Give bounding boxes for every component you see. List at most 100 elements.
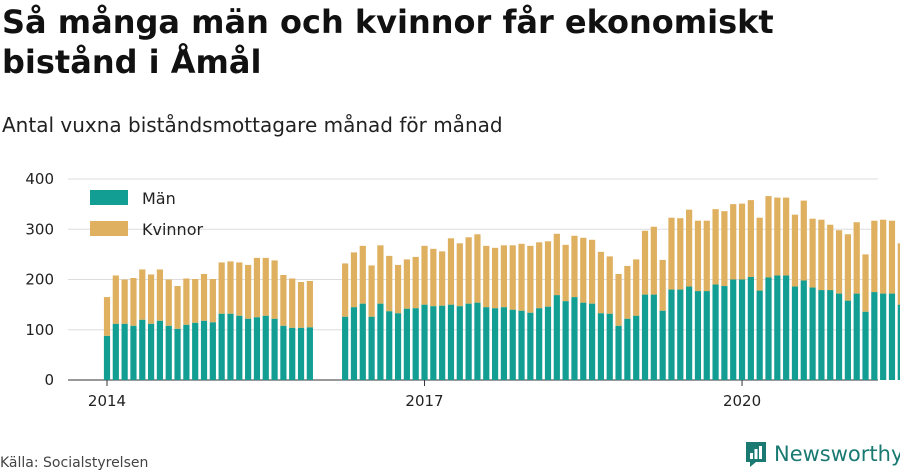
legend-label-men: Män <box>142 189 176 208</box>
bar-men <box>200 320 208 380</box>
bar-women <box>641 230 649 295</box>
bar-women <box>818 219 825 291</box>
bar-men <box>668 289 675 380</box>
bar-women <box>306 281 313 328</box>
bar-women <box>677 218 684 290</box>
bar-women <box>809 218 816 288</box>
source-note: Källa: Socialstyrelsen <box>0 455 149 471</box>
bar-men <box>818 290 825 380</box>
bar-women <box>597 251 605 314</box>
bar-men <box>721 286 728 380</box>
bar-men <box>474 302 481 380</box>
bar-men <box>562 301 569 380</box>
bar-men <box>650 294 657 380</box>
legend-label-women: Kvinnor <box>142 220 203 239</box>
bar-women <box>112 275 119 324</box>
bar-men <box>641 294 649 380</box>
y-tick-label: 100 <box>25 321 54 339</box>
bar-men <box>139 319 146 380</box>
bar-women <box>527 245 534 313</box>
bar-women <box>580 237 587 303</box>
bar-women <box>633 259 640 316</box>
bar-men <box>350 307 358 380</box>
bar-women <box>888 220 896 294</box>
bar-layer <box>103 196 900 381</box>
bar-men <box>536 308 543 380</box>
bar-men <box>747 276 754 380</box>
bar-women <box>412 256 419 309</box>
bar-men <box>421 304 428 381</box>
bar-men <box>148 323 155 380</box>
bar-men <box>262 315 269 380</box>
chart-subtitle: Antal vuxna biståndsmottagare månad för … <box>2 113 503 137</box>
bar-men <box>888 293 896 380</box>
axis-layer: 01002003004002014201720202022 <box>25 170 761 410</box>
bar-women <box>606 256 613 314</box>
bar-men <box>377 303 384 380</box>
bar-men <box>553 295 560 380</box>
bar-women <box>712 209 719 285</box>
bar-men <box>597 313 605 380</box>
bar-women <box>844 234 851 301</box>
bar-women <box>165 279 172 326</box>
bar-women <box>791 214 799 287</box>
bar-women <box>430 248 437 307</box>
bar-women <box>483 245 490 308</box>
bar-women <box>747 200 754 277</box>
bar-women <box>297 282 305 328</box>
bar-men <box>606 313 613 380</box>
bar-women <box>615 273 622 326</box>
bar-men <box>491 308 499 380</box>
bar-men <box>403 308 410 380</box>
bar-women <box>650 226 657 295</box>
bar-women <box>174 286 181 329</box>
bar-women <box>738 203 746 280</box>
bar-men <box>659 310 666 380</box>
x-tick-label: 2020 <box>723 392 761 410</box>
bar-men <box>871 292 878 380</box>
bar-men <box>633 315 640 380</box>
bar-men <box>694 291 702 380</box>
bar-women <box>183 278 190 325</box>
bar-men <box>306 327 313 380</box>
bar-women <box>271 260 278 319</box>
bar-men <box>765 277 772 380</box>
bar-men <box>783 275 790 380</box>
bar-women <box>659 259 666 311</box>
bar-men <box>236 315 243 380</box>
bar-women <box>447 238 455 305</box>
bar-women <box>880 219 887 294</box>
bar-men <box>835 293 843 380</box>
bar-men <box>386 311 393 380</box>
bar-women <box>192 279 199 323</box>
bar-women <box>624 265 631 319</box>
bar-men <box>227 313 234 380</box>
brand-logo[interactable]: Newsworthy <box>744 440 900 468</box>
bar-women <box>253 257 261 318</box>
bar-women <box>500 245 507 308</box>
bar-men <box>730 279 737 380</box>
bar-men <box>280 325 287 380</box>
bar-men <box>897 304 900 381</box>
bar-women <box>571 235 578 298</box>
y-tick-label: 200 <box>25 271 54 289</box>
bar-women <box>853 222 860 294</box>
bar-men <box>589 303 596 380</box>
bar-women <box>536 242 543 309</box>
bar-women <box>245 264 252 319</box>
bar-men <box>615 325 622 380</box>
bar-men <box>774 275 781 380</box>
legend: Män Kvinnor <box>90 189 203 239</box>
bar-men <box>527 312 534 380</box>
bar-men <box>359 303 366 380</box>
y-tick-label: 300 <box>25 220 54 238</box>
bar-women <box>200 273 208 321</box>
bar-women <box>756 217 763 291</box>
bar-women <box>342 263 349 317</box>
bar-women <box>386 255 393 312</box>
bar-men <box>209 322 216 380</box>
bar-men <box>544 306 552 380</box>
bar-men <box>130 325 137 380</box>
legend-swatch-men <box>90 190 128 205</box>
